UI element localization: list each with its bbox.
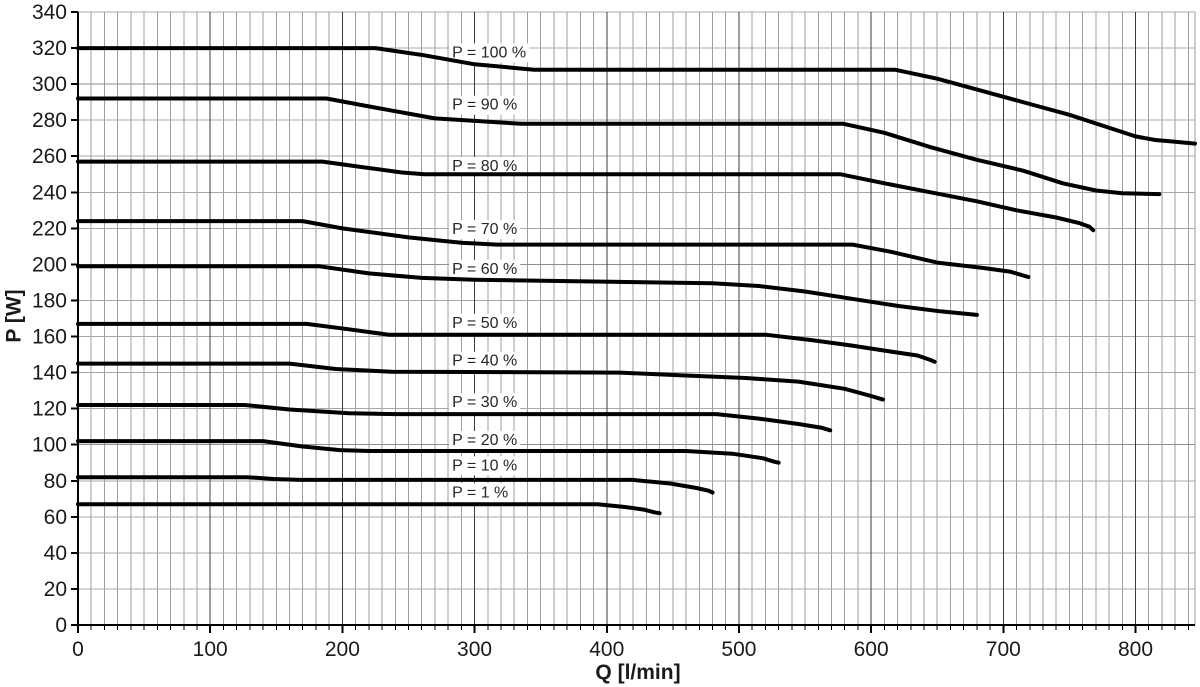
x-tick-label: 800 [1118,638,1153,661]
y-tick-label: 160 [32,326,67,349]
y-tick-label: 100 [32,434,67,457]
y-tick-label: 20 [44,578,67,601]
curve-label-background [449,313,521,333]
y-tick-label: 280 [32,109,67,132]
curve-label: P = 20 % [452,432,517,449]
curve-label: P = 40 % [452,353,517,370]
y-tick-label: 320 [32,37,67,60]
y-tick-label: 240 [32,181,67,204]
x-axis-title: Q [l/min] [595,661,680,684]
y-tick-label: 200 [32,253,67,276]
curve-30-percent [76,403,833,433]
y-tick-label: 340 [32,1,67,24]
curve-label-background [449,456,521,476]
tick-labels-layer: 0 20 40 60 80 100 120 140 160 180 200 220 240 260 280 3… [32,1,1153,661]
curve-label: P = 1 % [452,484,508,501]
curve-label-background [449,483,512,503]
curve-label: P = 70 % [452,221,517,238]
curve-label: P = 10 % [452,457,517,474]
curve-label: P = 60 % [452,261,517,278]
curve-20-percent [76,439,781,465]
curve-label-backgrounds [449,43,530,503]
curve-label-background [449,351,521,371]
curve-1-percent [76,502,662,516]
curve-70-percent [76,219,1031,279]
curve-label: P = 80 % [452,158,517,175]
curve-label-background [449,220,521,240]
curve-label-background [449,393,521,413]
curve-label-background [449,95,521,115]
curve-40-percent [76,361,885,402]
curve-90-percent [76,96,1162,197]
x-tick-label: 200 [325,638,360,661]
curve-labels-layer: P = 100 % P = 90 % P = 80 % P = 70 % P = 60 … [452,44,526,501]
curve-80-percent [76,159,1096,233]
curve-10-percent [76,475,715,495]
curve-label: P = 50 % [452,315,517,332]
y-tick-label: 40 [44,542,67,565]
curve-50-percent [76,321,937,364]
axes-layer [71,11,1195,633]
y-tick-label: 300 [32,73,67,96]
y-tick-label: 120 [32,398,67,421]
curve-100-percent [76,46,1197,146]
x-tick-label: 700 [986,638,1021,661]
x-tick-label: 100 [193,638,228,661]
curves-layer [76,46,1197,516]
y-tick-label: 80 [44,470,67,493]
y-tick-label: 220 [32,217,67,240]
x-tick-label: 500 [721,638,756,661]
curve-60-percent [76,264,979,317]
x-tick-label: 400 [589,638,624,661]
y-tick-label: 140 [32,362,67,385]
y-tick-label: 260 [32,145,67,168]
x-tick-label: 0 [72,638,84,661]
curve-label: P = 30 % [452,394,517,411]
curve-label-background [449,431,521,451]
curve-label: P = 100 % [452,44,526,61]
x-tick-label: 300 [457,638,492,661]
y-tick-label: 0 [55,614,67,637]
curve-label: P = 90 % [452,97,517,114]
x-tick-label: 600 [854,638,889,661]
y-tick-label: 180 [32,289,67,312]
curve-label-background [449,157,521,177]
curve-label-background [449,43,530,63]
curve-label-background [449,259,521,279]
y-tick-label: 60 [44,506,67,529]
y-axis-title: P [W] [3,289,26,342]
